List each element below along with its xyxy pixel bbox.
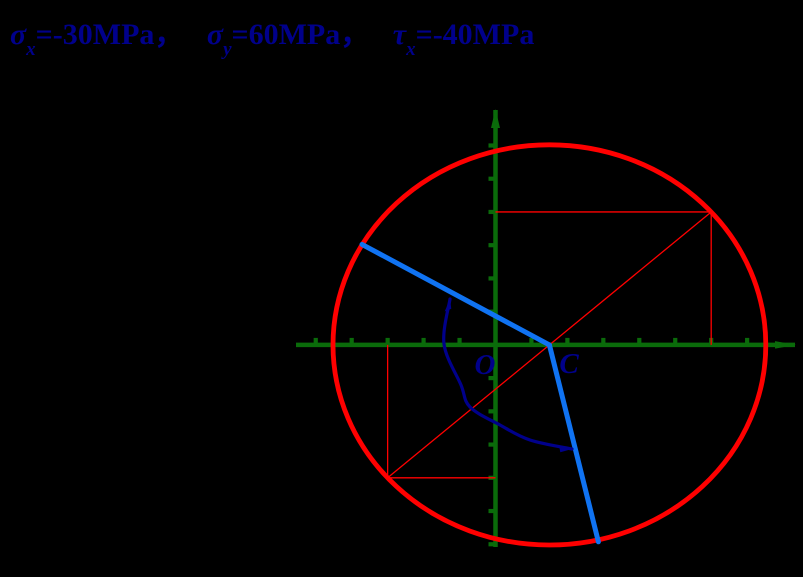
- svg-text:O: O: [475, 349, 496, 381]
- svg-text:C: C: [559, 348, 579, 380]
